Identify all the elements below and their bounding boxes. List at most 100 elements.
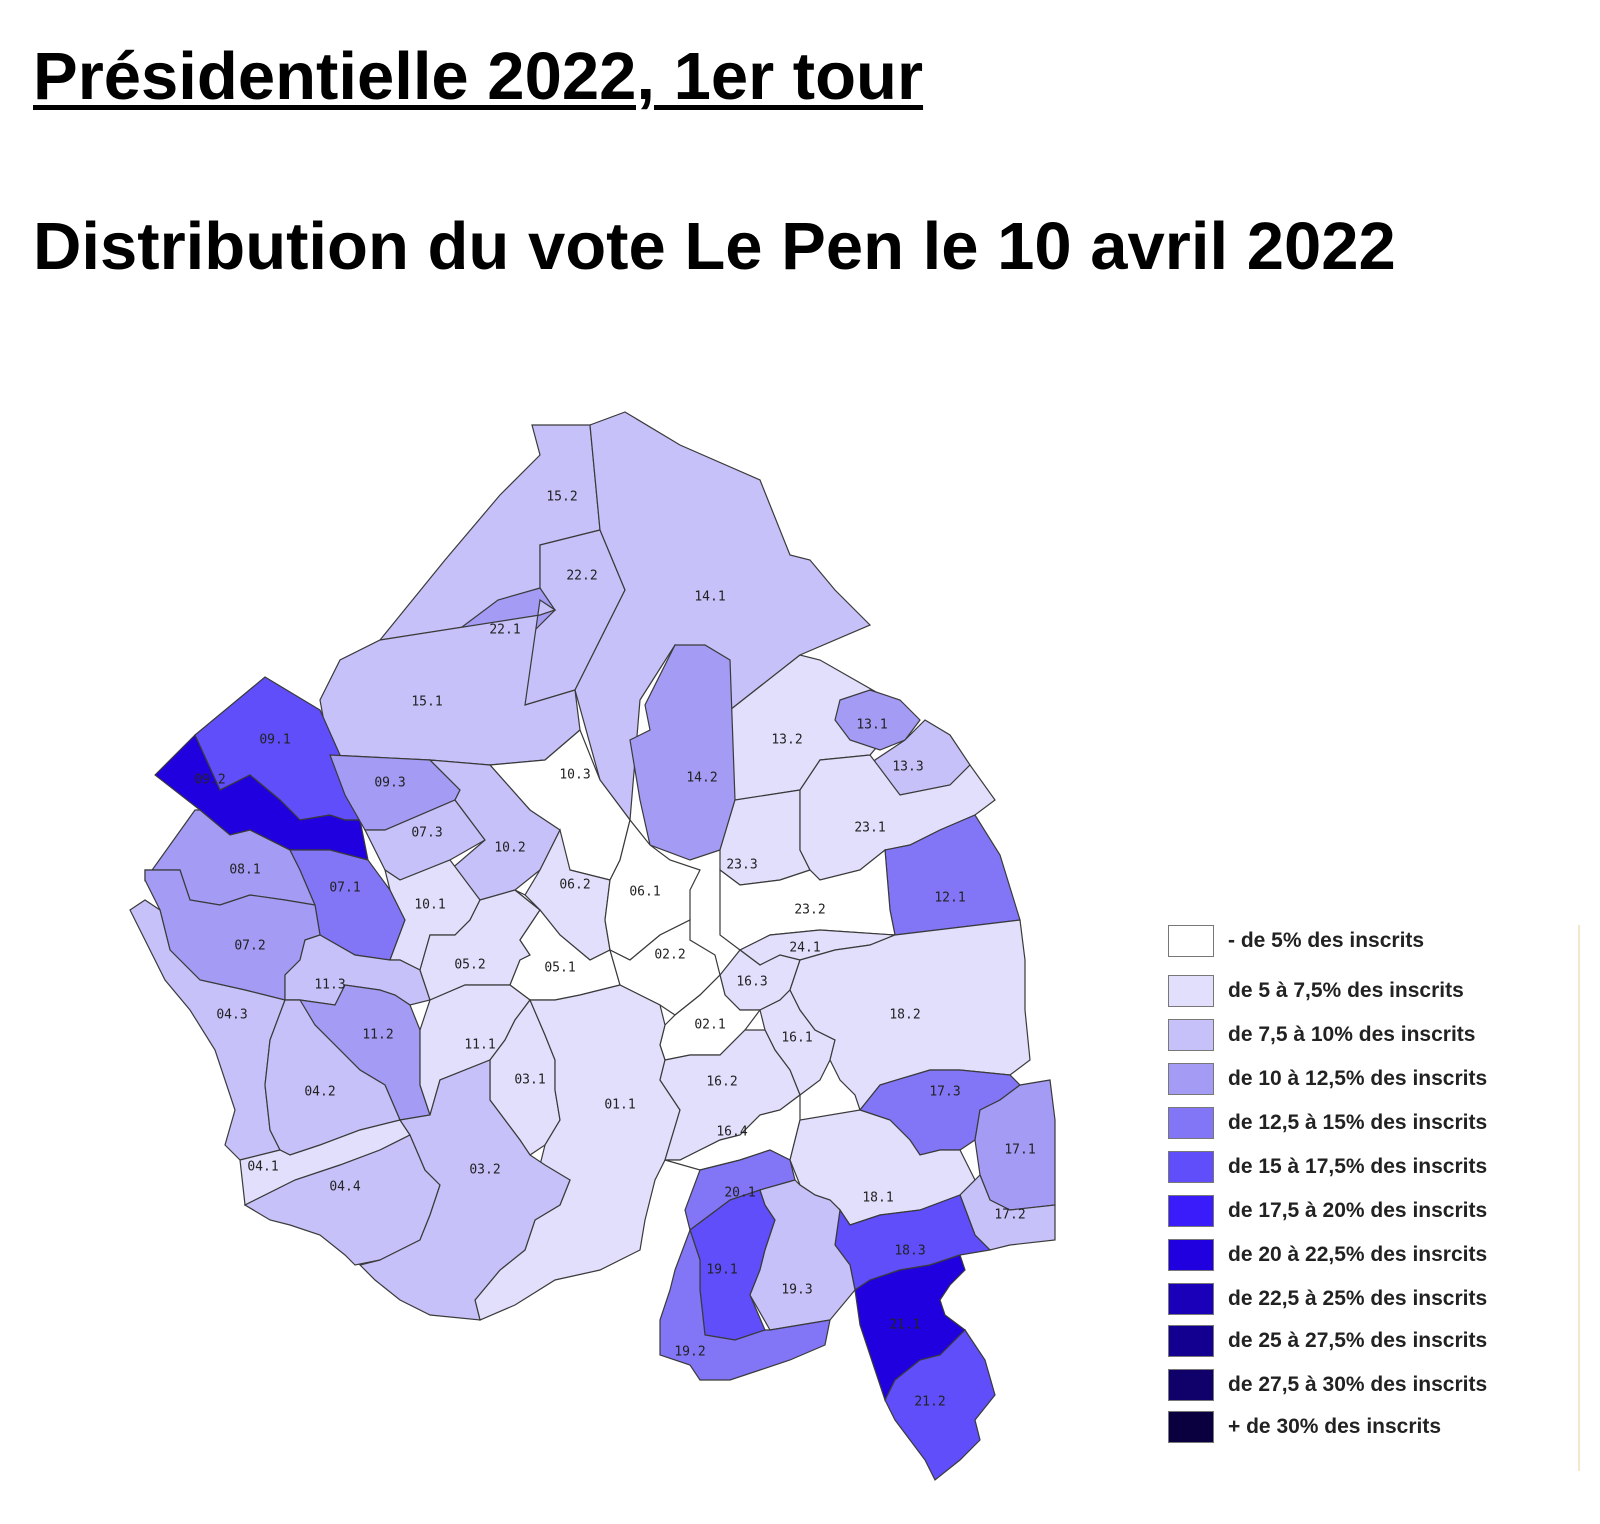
legend-label: de 20 à 22,5% des insrcits — [1228, 1243, 1488, 1266]
legend-item: de 20 à 22,5% des insrcits — [1168, 1239, 1568, 1275]
zone-label-02-1: 02.1 — [694, 1018, 725, 1033]
zone-label-10-3: 10.3 — [559, 768, 590, 783]
legend-label: de 17,5 à 20% des inscrits — [1228, 1199, 1488, 1222]
zone-label-13-3: 13.3 — [892, 760, 923, 775]
zone-label-23-2: 23.2 — [794, 903, 825, 918]
legend-item: de 7,5 à 10% des inscrits — [1168, 1019, 1568, 1055]
legend-swatch — [1168, 1239, 1214, 1271]
zone-label-21-2: 21.2 — [914, 1395, 945, 1410]
zone-label-15-2: 15.2 — [546, 490, 577, 505]
legend-swatch — [1168, 1195, 1214, 1227]
zone-19-2 — [659, 1228, 831, 1381]
legend-label: + de 30% des inscrits — [1228, 1415, 1442, 1438]
zone-label-16-2: 16.2 — [706, 1075, 737, 1090]
zone-03-2 — [358, 1059, 571, 1321]
map-subtitle: Distribution du vote Le Pen le 10 avril … — [33, 209, 1396, 284]
legend-item: de 12,5 à 15% des inscrits — [1168, 1107, 1568, 1143]
legend-label: de 27,5 à 30% des inscrits — [1228, 1373, 1488, 1396]
zone-label-16-1: 16.1 — [781, 1031, 812, 1046]
zone-label-17-3: 17.3 — [929, 1085, 960, 1100]
zone-label-05-2: 05.2 — [454, 958, 485, 973]
legend: - de 5% des inscrits de 5 à 7,5% des insc… — [1168, 925, 1580, 1471]
legend-label: de 22,5 à 25% des inscrits — [1228, 1287, 1488, 1310]
zone-label-14-2: 14.2 — [686, 771, 717, 786]
zone-label-04-2: 04.2 — [304, 1085, 335, 1100]
zone-14-2 — [629, 644, 736, 861]
zone-label-22-2: 22.2 — [566, 569, 597, 584]
zone-label-04-4: 04.4 — [329, 1180, 360, 1195]
zone-21-1 — [854, 1254, 966, 1402]
legend-item: de 22,5 à 25% des inscrits — [1168, 1283, 1568, 1319]
legend-label: de 15 à 17,5% des inscrits — [1228, 1155, 1488, 1178]
zone-label-07-3: 07.3 — [411, 826, 442, 841]
zone-label-04-3: 04.3 — [216, 1008, 247, 1023]
zone-label-09-3: 09.3 — [374, 776, 405, 791]
zone-label-19-3: 19.3 — [781, 1283, 812, 1298]
legend-swatch — [1168, 1019, 1214, 1051]
zone-label-03-2: 03.2 — [469, 1163, 500, 1178]
zone-label-13-1: 13.1 — [856, 718, 887, 733]
legend-item: - de 5% des inscrits — [1168, 925, 1568, 961]
zone-label-20-1: 20.1 — [724, 1186, 755, 1201]
legend-item: de 15 à 17,5% des inscrits — [1168, 1151, 1568, 1187]
zone-label-23-3: 23.3 — [726, 858, 757, 873]
zone-label-10-1: 10.1 — [414, 898, 445, 913]
zone-label-21-1: 21.1 — [889, 1318, 920, 1333]
map-title: Présidentielle 2022, 1er tour — [33, 39, 924, 114]
legend-item: de 27,5 à 30% des inscrits — [1168, 1369, 1568, 1405]
zone-label-07-2: 07.2 — [234, 939, 265, 954]
legend-item: de 10 à 12,5% des inscrits — [1168, 1063, 1568, 1099]
legend-swatch — [1168, 925, 1214, 957]
legend-item: de 17,5 à 20% des inscrits — [1168, 1195, 1568, 1231]
legend-swatch — [1168, 1325, 1214, 1357]
zone-label-18-2: 18.2 — [889, 1008, 920, 1023]
zone-label-22-1: 22.1 — [489, 623, 520, 638]
zone-label-18-1: 18.1 — [862, 1191, 893, 1206]
zone-label-16-3: 16.3 — [736, 975, 767, 990]
zone-label-09-1: 09.1 — [259, 733, 290, 748]
zone-label-15-1: 15.1 — [411, 695, 442, 710]
zone-label-01-1: 01.1 — [604, 1098, 635, 1113]
legend-swatch — [1168, 1063, 1214, 1095]
zone-label-12-1: 12.1 — [934, 891, 965, 906]
zone-label-19-1: 19.1 — [706, 1263, 737, 1278]
legend-label: de 5 à 7,5% des inscrits — [1228, 979, 1464, 1002]
zone-label-17-2: 17.2 — [994, 1208, 1025, 1223]
legend-item: de 25 à 27,5% des inscrits — [1168, 1325, 1568, 1361]
zone-label-24-1: 24.1 — [789, 941, 820, 956]
zone-label-02-2: 02.2 — [654, 948, 685, 963]
zone-label-08-1: 08.1 — [229, 863, 260, 878]
zone-label-05-1: 05.1 — [544, 961, 575, 976]
zone-label-03-1: 03.1 — [514, 1073, 545, 1088]
zone-label-11-1: 11.1 — [464, 1038, 495, 1053]
zone-label-17-1: 17.1 — [1004, 1143, 1035, 1158]
legend-label: de 7,5 à 10% des inscrits — [1228, 1023, 1476, 1046]
zone-label-10-2: 10.2 — [494, 841, 525, 856]
legend-swatch — [1168, 1107, 1214, 1139]
map-zones — [129, 411, 1056, 1481]
zone-label-06-2: 06.2 — [559, 878, 590, 893]
legend-label: de 10 à 12,5% des inscrits — [1228, 1067, 1488, 1090]
legend-swatch — [1168, 1151, 1214, 1183]
zone-label-23-1: 23.1 — [854, 821, 885, 836]
legend-label: de 12,5 à 15% des inscrits — [1228, 1111, 1488, 1134]
zone-label-16-4: 16.4 — [716, 1125, 747, 1140]
zone-01-1 — [474, 984, 681, 1321]
zone-21-2 — [884, 1329, 996, 1481]
zone-19-3 — [749, 1179, 856, 1331]
legend-item: de 5 à 7,5% des inscrits — [1168, 975, 1568, 1011]
zone-label-19-2: 19.2 — [674, 1345, 705, 1360]
zone-label-11-2: 11.2 — [362, 1028, 393, 1043]
zone-label-14-1: 14.1 — [694, 590, 725, 605]
legend-swatch — [1168, 975, 1214, 1007]
legend-label: - de 5% des inscrits — [1228, 929, 1425, 952]
zone-label-13-2: 13.2 — [771, 733, 802, 748]
legend-swatch — [1168, 1411, 1214, 1443]
zone-label-18-3: 18.3 — [894, 1244, 925, 1259]
legend-label: de 25 à 27,5% des inscrits — [1228, 1329, 1488, 1352]
zone-label-09-2: 09.2 — [194, 773, 225, 788]
zone-label-07-1: 07.1 — [329, 881, 360, 896]
map-labels: 15.2 22.2 22.1 14.1 15.1 13.2 13.1 13.3 14.2 10.3… — [194, 490, 1035, 1410]
legend-swatch — [1168, 1369, 1214, 1401]
